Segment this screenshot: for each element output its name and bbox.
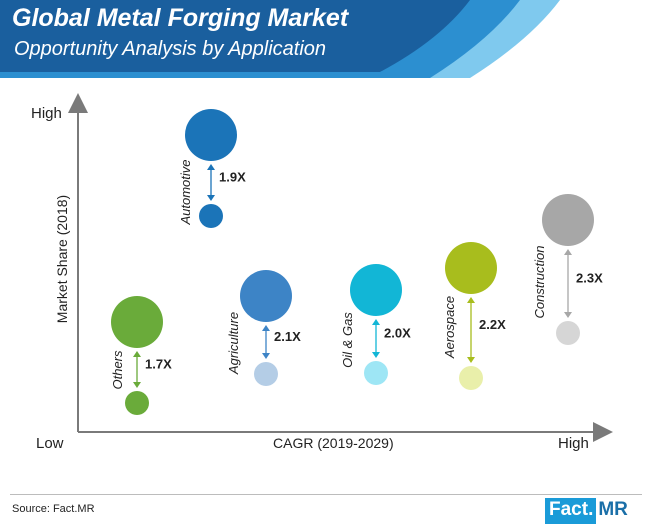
y-axis-low-label: Low xyxy=(36,435,64,452)
series-label-automotive: Automotive xyxy=(178,159,193,225)
bubble-chart: 1.7X Others 1.9X Automotive 2.1X Agriculture 2… xyxy=(68,93,613,442)
multiplier-automotive: 1.9X xyxy=(219,170,246,185)
series-label-others: Others xyxy=(110,350,125,390)
multiplier-aerospace: 2.2X xyxy=(479,317,506,332)
multiplier-oil-gas: 2.0X xyxy=(384,326,411,341)
multiplier-construction: 2.3X xyxy=(576,271,603,286)
arrow-up-automotive xyxy=(207,164,215,170)
bubble-large-aerospace xyxy=(445,242,497,294)
bubble-group: 1.7X Others 1.9X Automotive 2.1X Agriculture 2… xyxy=(110,109,603,415)
footer-divider xyxy=(10,494,642,495)
source-note: Source: Fact.MR xyxy=(12,503,95,515)
bubble-small-others xyxy=(125,391,149,415)
series-label-agriculture: Agriculture xyxy=(226,312,241,375)
series-label-aerospace: Aerospace xyxy=(442,296,457,359)
y-axis-label: Market Share (2018) xyxy=(54,194,70,324)
bubble-small-construction xyxy=(556,321,580,345)
arrow-down-agriculture xyxy=(262,353,270,359)
arrow-up-others xyxy=(133,351,141,357)
bubble-large-construction xyxy=(542,194,594,246)
arrow-down-aerospace xyxy=(467,357,475,363)
bubble-large-automotive xyxy=(185,109,237,161)
bubble-small-agriculture xyxy=(254,362,278,386)
bubble-large-agriculture xyxy=(240,270,292,322)
series-label-construction: Construction xyxy=(532,246,547,319)
arrow-down-others xyxy=(133,382,141,388)
bubble-small-oil-gas xyxy=(364,361,388,385)
multiplier-others: 1.7X xyxy=(145,357,172,372)
logo-mr: MR xyxy=(596,498,632,524)
x-axis-high-label: High xyxy=(558,435,589,452)
bubble-large-others xyxy=(111,296,163,348)
bubble-small-aerospace xyxy=(459,366,483,390)
bubble-large-oil-gas xyxy=(350,264,402,316)
arrow-down-oil-gas xyxy=(372,352,380,358)
logo-fact: Fact. xyxy=(545,498,597,524)
bubble-small-automotive xyxy=(199,204,223,228)
factmr-logo: Fact. MR xyxy=(545,498,632,524)
arrow-up-aerospace xyxy=(467,297,475,303)
page-title: Global Metal Forging Market xyxy=(12,4,349,32)
series-label-oil-gas: Oil & Gas xyxy=(340,312,355,368)
arrow-down-construction xyxy=(564,312,572,318)
banner-dark-wave xyxy=(0,0,470,72)
y-axis-high-label: High xyxy=(31,105,62,122)
arrow-up-agriculture xyxy=(262,325,270,331)
multiplier-agriculture: 2.1X xyxy=(274,329,301,344)
arrow-up-construction xyxy=(564,249,572,255)
x-axis-label: CAGR (2019-2029) xyxy=(273,435,394,451)
page-subtitle: Opportunity Analysis by Application xyxy=(14,38,327,60)
arrow-up-oil-gas xyxy=(372,319,380,325)
arrow-down-automotive xyxy=(207,195,215,201)
header-banner xyxy=(0,0,560,78)
